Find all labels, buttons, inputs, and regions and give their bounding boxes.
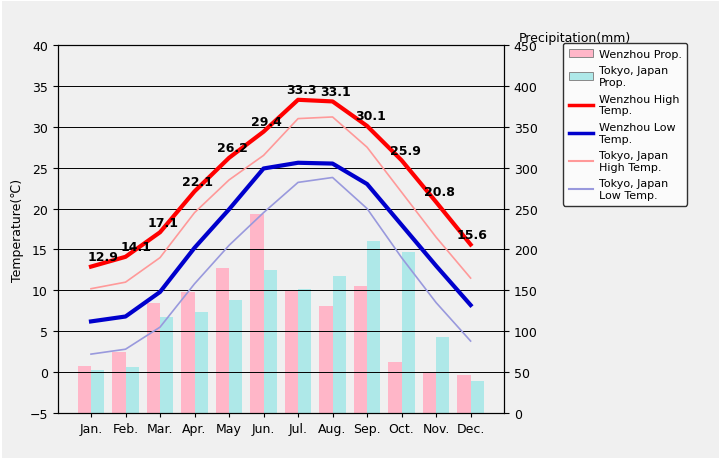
Bar: [229, 301, 242, 413]
Bar: [367, 242, 380, 413]
Text: 26.2: 26.2: [217, 142, 248, 155]
Tokyo, Japan
Low Temp.: [121, 347, 130, 352]
Wenzhou Low
Temp.: [259, 166, 268, 172]
Tokyo, Japan
High Temp.: [121, 280, 130, 285]
Bar: [125, 367, 139, 413]
Text: 33.3: 33.3: [286, 84, 317, 97]
Text: 22.1: 22.1: [182, 175, 213, 189]
Tokyo, Japan
High Temp.: [467, 276, 475, 281]
Wenzhou Low
Temp.: [294, 161, 302, 166]
Tokyo, Japan
High Temp.: [432, 235, 441, 241]
Bar: [320, 306, 333, 413]
Tokyo, Japan
Low Temp.: [363, 207, 372, 212]
Tokyo, Japan
High Temp.: [86, 286, 95, 292]
Wenzhou High
Temp.: [121, 254, 130, 260]
Wenzhou High
Temp.: [432, 200, 441, 205]
Wenzhou Low
Temp.: [397, 223, 406, 228]
Wenzhou Low
Temp.: [225, 207, 233, 213]
Text: 30.1: 30.1: [355, 110, 386, 123]
Wenzhou Low
Temp.: [363, 182, 372, 187]
Bar: [181, 292, 194, 413]
Bar: [457, 375, 471, 413]
Line: Wenzhou Low
Temp.: Wenzhou Low Temp.: [91, 163, 471, 322]
Tokyo, Japan
High Temp.: [397, 190, 406, 196]
Tokyo, Japan
High Temp.: [328, 115, 337, 120]
Line: Tokyo, Japan
Low Temp.: Tokyo, Japan Low Temp.: [91, 178, 471, 354]
Wenzhou Low
Temp.: [156, 290, 164, 295]
Wenzhou Low
Temp.: [467, 302, 475, 308]
Text: 17.1: 17.1: [148, 216, 179, 229]
Wenzhou High
Temp.: [363, 124, 372, 129]
Bar: [264, 270, 276, 413]
Wenzhou Low
Temp.: [432, 263, 441, 269]
Bar: [333, 276, 346, 413]
Text: 29.4: 29.4: [251, 116, 282, 129]
Tokyo, Japan
Low Temp.: [156, 325, 164, 330]
Wenzhou Low
Temp.: [121, 314, 130, 319]
Tokyo, Japan
High Temp.: [190, 210, 199, 216]
Bar: [160, 318, 173, 413]
Line: Tokyo, Japan
High Temp.: Tokyo, Japan High Temp.: [91, 118, 471, 289]
Bar: [389, 363, 402, 413]
Text: Precipitation(mm): Precipitation(mm): [518, 32, 631, 45]
Text: 25.9: 25.9: [390, 145, 420, 157]
Wenzhou Low
Temp.: [86, 319, 95, 325]
Y-axis label: Temperature(℃): Temperature(℃): [11, 178, 24, 281]
Wenzhou High
Temp.: [225, 156, 233, 161]
Wenzhou Low
Temp.: [190, 246, 199, 251]
Tokyo, Japan
High Temp.: [294, 117, 302, 122]
Legend: Wenzhou Prop., Tokyo, Japan
Prop., Wenzhou High
Temp., Wenzhou Low
Temp., Tokyo,: Wenzhou Prop., Tokyo, Japan Prop., Wenzh…: [563, 44, 687, 206]
Bar: [112, 352, 125, 413]
Bar: [216, 269, 229, 413]
Bar: [436, 337, 449, 413]
Text: 14.1: 14.1: [120, 241, 151, 254]
Bar: [423, 372, 436, 413]
Text: 12.9: 12.9: [88, 251, 118, 263]
Wenzhou High
Temp.: [259, 129, 268, 135]
Wenzhou High
Temp.: [397, 158, 406, 164]
Text: 33.1: 33.1: [320, 86, 351, 99]
Wenzhou High
Temp.: [190, 189, 199, 195]
Bar: [298, 289, 311, 413]
Tokyo, Japan
Low Temp.: [328, 175, 337, 181]
Tokyo, Japan
High Temp.: [363, 145, 372, 151]
Bar: [251, 215, 264, 413]
Tokyo, Japan
Low Temp.: [294, 180, 302, 186]
Tokyo, Japan
Low Temp.: [432, 300, 441, 306]
Wenzhou High
Temp.: [294, 98, 302, 103]
Text: 15.6: 15.6: [456, 229, 487, 241]
Wenzhou High
Temp.: [467, 242, 475, 248]
Tokyo, Japan
Low Temp.: [225, 243, 233, 249]
Tokyo, Japan
High Temp.: [156, 255, 164, 261]
Wenzhou High
Temp.: [156, 230, 164, 235]
Bar: [194, 312, 207, 413]
Wenzhou Low
Temp.: [328, 162, 337, 167]
Tokyo, Japan
High Temp.: [259, 153, 268, 159]
Tokyo, Japan
Low Temp.: [467, 339, 475, 344]
Bar: [91, 371, 104, 413]
Bar: [78, 366, 91, 413]
Bar: [402, 252, 415, 413]
Tokyo, Japan
High Temp.: [225, 178, 233, 183]
Bar: [285, 291, 298, 413]
Bar: [354, 286, 367, 413]
Bar: [471, 381, 484, 413]
Tokyo, Japan
Low Temp.: [190, 281, 199, 287]
Tokyo, Japan
Low Temp.: [397, 255, 406, 261]
Line: Wenzhou High
Temp.: Wenzhou High Temp.: [91, 101, 471, 267]
Tokyo, Japan
Low Temp.: [86, 352, 95, 357]
Tokyo, Japan
Low Temp.: [259, 210, 268, 216]
Wenzhou High
Temp.: [86, 264, 95, 270]
Bar: [147, 303, 160, 413]
Wenzhou High
Temp.: [328, 100, 337, 105]
Text: 20.8: 20.8: [424, 186, 455, 199]
